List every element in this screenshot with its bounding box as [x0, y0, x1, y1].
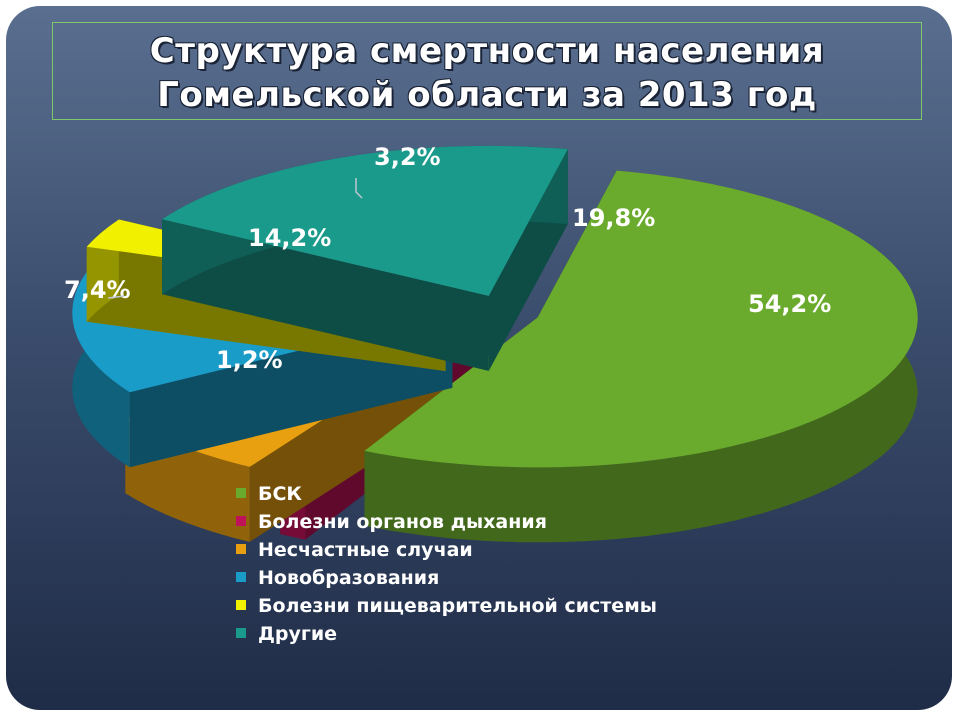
legend-swatch: [236, 515, 246, 526]
legend-item: Другие: [236, 620, 657, 648]
data-label-2: 1,2%: [216, 346, 283, 374]
pie-slice-6: [162, 145, 568, 371]
pie-slice-1: [364, 170, 918, 543]
legend-label: Болезни пищеварительной системы: [258, 595, 657, 617]
data-label-6: 19,8%: [572, 204, 655, 232]
legend-item: Болезни пищеварительной системы: [236, 592, 657, 620]
data-label-4: 14,2%: [248, 224, 331, 252]
legend-item: БСК: [236, 480, 657, 508]
legend-label: Новобразования: [258, 567, 440, 589]
legend-swatch: [236, 627, 246, 638]
legend-swatch: [236, 487, 246, 498]
legend-item: Новобразования: [236, 564, 657, 592]
legend-item: Несчастные случаи: [236, 536, 657, 564]
data-label-3: 7,4%: [64, 276, 131, 304]
legend-label: Болезни органов дыхания: [258, 511, 547, 533]
legend-label: Другие: [258, 623, 338, 645]
legend-swatch: [236, 599, 246, 610]
leader-line-1: [355, 178, 363, 199]
chart-legend: БСК Болезни органов дыхания Несчастные слу…: [236, 480, 657, 648]
legend-swatch: [236, 543, 246, 554]
legend-label: БСК: [258, 483, 302, 505]
legend-item: Болезни органов дыхания: [236, 508, 657, 536]
leader-line-2: [107, 295, 125, 299]
legend-swatch: [236, 571, 246, 582]
legend-label: Несчастные случаи: [258, 539, 473, 561]
data-label-5: 3,2%: [374, 143, 441, 171]
chart-title-line-2: Гомельской области за 2013 год: [157, 75, 817, 115]
title-box: Структура смертности населения Гомельско…: [52, 22, 922, 120]
data-label-1: 54,2%: [748, 290, 831, 318]
chart-title-line-1: Структура смертности населения: [149, 31, 825, 71]
